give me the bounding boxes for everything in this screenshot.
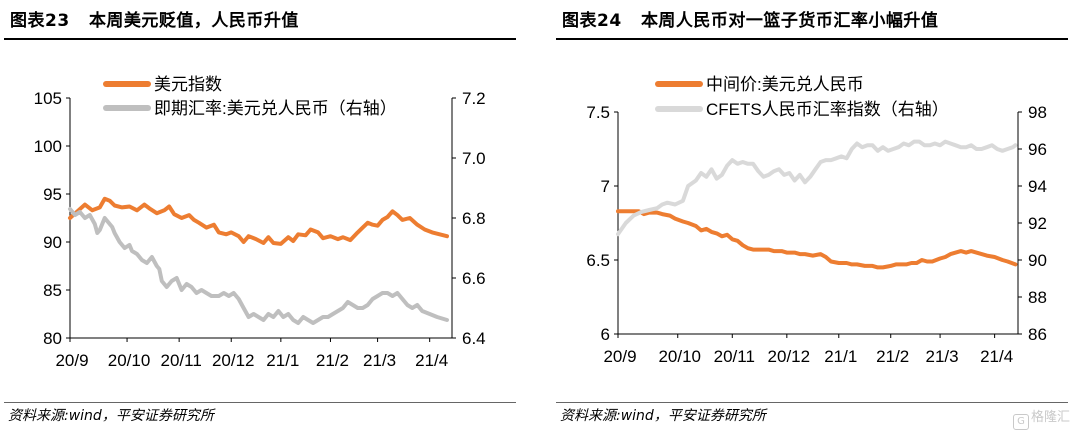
y-left-tick-label: 95 bbox=[43, 185, 62, 204]
legend-label: CFETS人民币汇率指数（右轴） bbox=[706, 100, 949, 119]
line-chart-cny-basket: 6 6.5 7 7.5 86 88 90 92 94 96 98 20/9 20/10 20/11 20/1… bbox=[586, 75, 1047, 366]
chart-panel-left: 图表23 本周美元贬值，人民币升值 80 85 90 95 100 105 6.4 6.6 6.… bbox=[4, 0, 524, 434]
x-tick-label: 21/1 bbox=[824, 347, 857, 366]
chart-title: 图表23 本周美元贬值，人民币升值 bbox=[10, 6, 299, 31]
series-line-1 bbox=[616, 209, 1018, 270]
x-tick-label: 21/1 bbox=[266, 351, 299, 370]
title-text: 本周美元贬值，人民币升值 bbox=[88, 11, 299, 31]
x-tick-label: 20/9 bbox=[55, 351, 88, 370]
x-tick-label: 20/9 bbox=[603, 347, 636, 366]
x-tick-label: 20/11 bbox=[161, 351, 202, 370]
x-tick-label: 20/12 bbox=[212, 351, 255, 370]
y-right-tick-label: 96 bbox=[1028, 140, 1047, 159]
title-number: 23 bbox=[45, 11, 70, 31]
y-right-tick-label: 6.8 bbox=[462, 209, 486, 228]
y-right-tick-label: 98 bbox=[1028, 103, 1047, 122]
source-divider bbox=[556, 402, 1068, 403]
title-number: 24 bbox=[597, 11, 622, 31]
series-line-1 bbox=[68, 196, 449, 246]
legend-label: 中间价:美元兑人民币 bbox=[706, 75, 864, 94]
title-prefix: 图表 bbox=[10, 11, 45, 31]
y-left-tick-label: 90 bbox=[43, 233, 62, 252]
y-right-tick-label: 6.4 bbox=[462, 329, 486, 348]
legend-label: 即期汇率:美元兑人民币（右轴） bbox=[154, 99, 397, 118]
title-divider bbox=[4, 38, 516, 40]
x-tick-label: 20/11 bbox=[714, 347, 755, 366]
x-tick-label: 20/10 bbox=[108, 351, 151, 370]
x-tick-label: 21/4 bbox=[415, 351, 448, 370]
source-divider bbox=[4, 402, 516, 403]
y-left-tick-label: 105 bbox=[34, 89, 62, 108]
series-line-2 bbox=[616, 139, 1018, 237]
x-tick-label: 20/12 bbox=[768, 347, 811, 366]
y-right-tick-label: 94 bbox=[1028, 177, 1047, 196]
legend-label: 美元指数 bbox=[154, 75, 222, 94]
y-left-tick-label: 7.5 bbox=[586, 103, 610, 122]
y-right-tick-label: 7.0 bbox=[462, 149, 486, 168]
x-tick-label: 20/10 bbox=[658, 347, 701, 366]
watermark: G 格隆汇 bbox=[1012, 406, 1070, 430]
series-line-2 bbox=[68, 207, 449, 325]
title-text: 本周人民币对一篮子货币汇率小幅升值 bbox=[640, 11, 939, 31]
y-right-tick-label: 92 bbox=[1028, 214, 1047, 233]
x-tick-label: 21/3 bbox=[926, 347, 959, 366]
y-left-tick-label: 85 bbox=[43, 281, 62, 300]
y-right-tick-label: 86 bbox=[1028, 325, 1047, 344]
y-left-tick-label: 100 bbox=[34, 137, 62, 156]
watermark-text: 格隆汇 bbox=[1030, 410, 1070, 425]
x-tick-label: 21/3 bbox=[363, 351, 396, 370]
title-prefix: 图表 bbox=[562, 11, 597, 31]
y-right-tick-label: 90 bbox=[1028, 251, 1047, 270]
y-left-tick-label: 80 bbox=[43, 329, 62, 348]
y-right-tick-label: 88 bbox=[1028, 288, 1047, 307]
y-right-tick-label: 7.2 bbox=[462, 89, 486, 108]
chart-panel-right: 图表24 本周人民币对一篮子货币汇率小幅升值 6 6.5 7 7.5 86 88 90 92 9… bbox=[556, 0, 1076, 434]
chart-title: 图表24 本周人民币对一篮子货币汇率小幅升值 bbox=[562, 6, 938, 31]
y-left-tick-label: 6 bbox=[601, 325, 610, 344]
title-divider bbox=[556, 38, 1068, 40]
watermark-logo-icon: G bbox=[1012, 414, 1029, 430]
x-tick-label: 21/4 bbox=[980, 347, 1013, 366]
source-note: 资料来源:wind，平安证券研究所 bbox=[8, 408, 214, 424]
x-tick-label: 21/2 bbox=[876, 347, 909, 366]
x-tick-label: 21/2 bbox=[316, 351, 349, 370]
y-left-tick-label: 6.5 bbox=[586, 251, 610, 270]
y-left-tick-label: 7 bbox=[601, 177, 610, 196]
y-right-tick-label: 6.6 bbox=[462, 269, 486, 288]
line-chart-usd-index: 80 85 90 95 100 105 6.4 6.6 6.8 7.0 7.2 20/9 20/10 20… bbox=[34, 75, 486, 370]
source-note: 资料来源:wind，平安证券研究所 bbox=[560, 408, 766, 424]
